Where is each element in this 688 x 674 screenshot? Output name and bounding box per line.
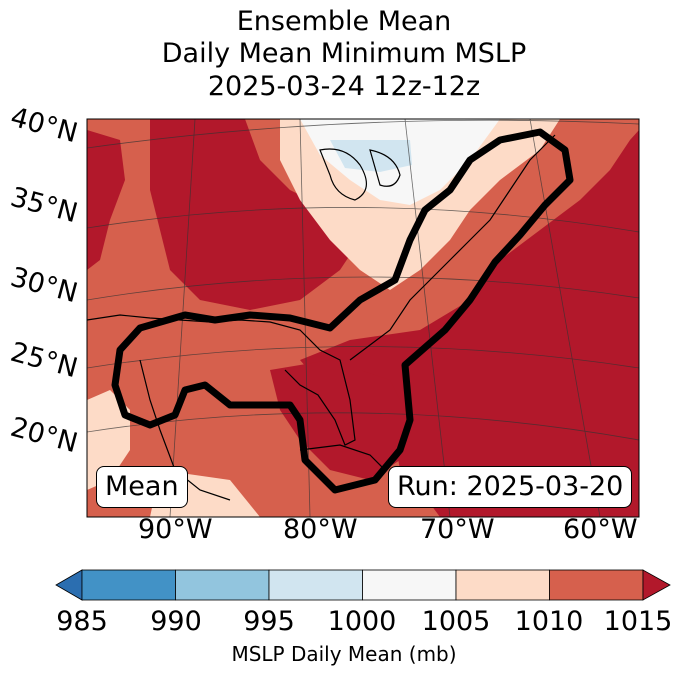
- colorbar-label: MSLP Daily Mean (mb): [231, 642, 457, 666]
- title-line-1: Ensemble Mean: [236, 6, 452, 37]
- field-995-1000-lake-area: [330, 140, 412, 172]
- mean-label-box: Mean: [96, 466, 188, 508]
- lon-label-60w: 60°W: [563, 514, 638, 545]
- colorbar-segment-0: [81, 569, 176, 601]
- colorbar-tick-1010: 1010: [514, 606, 584, 637]
- colorbar-segment-4: [455, 569, 550, 601]
- colorbar-tick-1000: 1000: [327, 606, 397, 637]
- lon-label-70w: 70°W: [420, 514, 495, 545]
- colorbar-tick-1005: 1005: [421, 606, 491, 637]
- colorbar-tick-995: 995: [243, 606, 295, 637]
- run-date-box: Run: 2025-03-20: [388, 466, 633, 508]
- colorbar-tick-990: 990: [150, 606, 202, 637]
- colorbar-segment-3: [362, 569, 457, 601]
- colorbar-extend-high: [642, 569, 671, 601]
- colorbar-tick-985: 985: [56, 606, 108, 637]
- lon-label-90w: 90°W: [138, 514, 213, 545]
- map-frame: [86, 118, 640, 518]
- field-above-1015-gulf-florida: [270, 360, 410, 480]
- field-above-1015-west: [87, 130, 125, 270]
- title-line-3: 2025-03-24 12z-12z: [207, 71, 481, 102]
- colorbar-extend-low: [55, 569, 83, 601]
- colorbar-segment-5: [549, 569, 644, 601]
- colorbar-segment-1: [175, 569, 270, 601]
- colorbar-tick-1015: 1015: [603, 606, 673, 637]
- lon-label-80w: 80°W: [283, 514, 358, 545]
- ensemble-contour: [111, 128, 574, 494]
- field-above-1015-northwest: [150, 119, 360, 310]
- field-1005-1010-southwest: [87, 390, 130, 490]
- title-line-2: Daily Mean Minimum MSLP: [161, 38, 527, 69]
- colorbar-segment-2: [268, 569, 363, 601]
